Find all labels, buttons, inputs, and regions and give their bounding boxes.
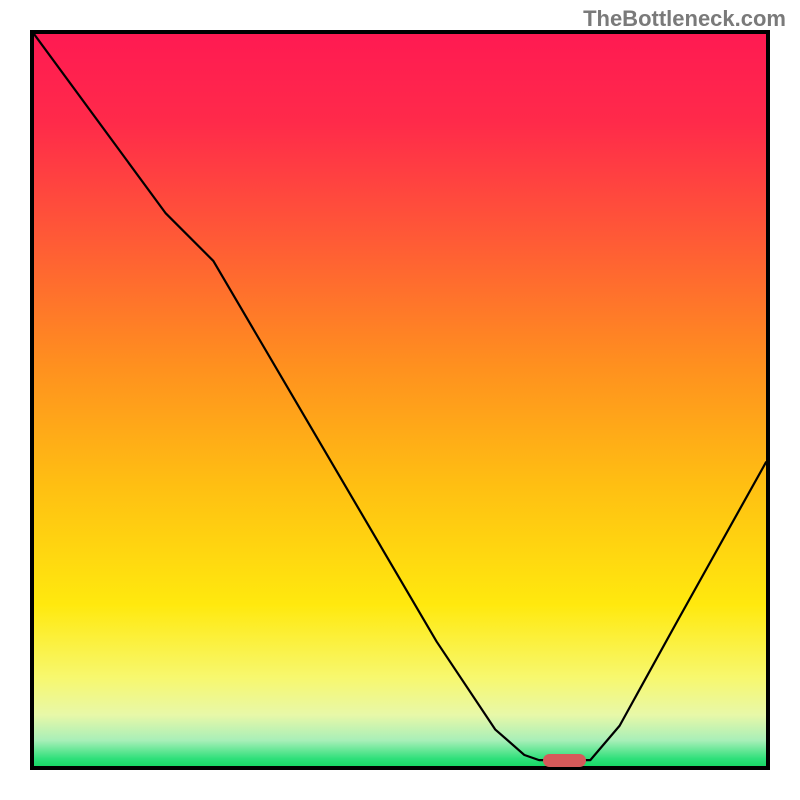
gradient-background [34,34,766,766]
optimal-marker [543,754,585,767]
chart-frame [30,30,770,770]
watermark-text: TheBottleneck.com [583,6,786,32]
